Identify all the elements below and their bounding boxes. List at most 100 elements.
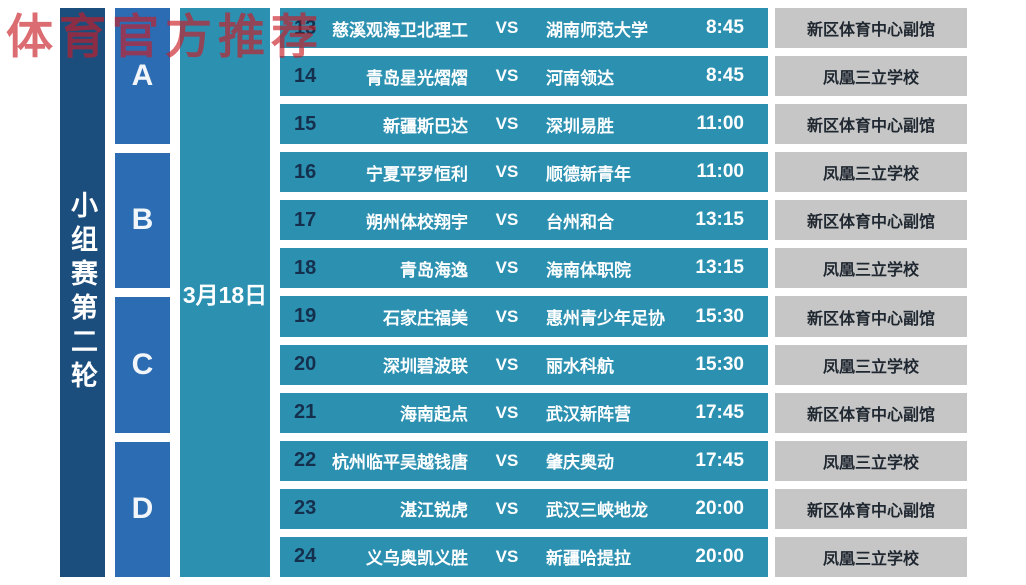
away-team: 湖南师范大学: [546, 20, 648, 40]
match-row: 24 义乌奥凯义胜 VS 新疆哈提拉 20:00: [280, 536, 768, 577]
match-number: 17: [294, 208, 317, 231]
group-cell-d: D: [115, 441, 170, 577]
group-cell-c: C: [115, 297, 170, 433]
home-team: 义乌奥凯义胜: [366, 549, 468, 569]
match-row: 13 慈溪观海卫北理工 VS 湖南师范大学 8:45: [280, 8, 768, 49]
vs-label: VS: [495, 402, 519, 422]
vs-label: VS: [495, 162, 519, 182]
group-label: A: [131, 58, 154, 92]
venue-label: 新区体育中心副馆: [806, 406, 935, 424]
home-team: 深圳碧波联: [383, 357, 468, 377]
home-team: 慈溪观海卫北理工: [332, 20, 468, 40]
venue-cell: 凤凰三立学校: [775, 152, 967, 193]
away-team: 河南领达: [546, 68, 614, 88]
venue-cell: 新区体育中心副馆: [775, 200, 967, 241]
group-label: B: [131, 203, 154, 237]
away-team: 武汉三峡地龙: [546, 501, 648, 521]
venue-label: 凤凰三立学校: [822, 358, 919, 376]
vs-label: VS: [495, 114, 519, 134]
match-time: 8:45: [705, 17, 744, 39]
venue-cell: 新区体育中心副馆: [775, 296, 967, 337]
match-number: 21: [294, 401, 317, 424]
away-team: 深圳易胜: [546, 116, 614, 136]
vs-label: VS: [495, 354, 519, 374]
match-number: 23: [294, 497, 317, 520]
match-row: 19 石家庄福美 VS 惠州青少年足协 15:30: [280, 296, 768, 337]
match-row: 17 朔州体校翔宇 VS 台州和合 13:15: [280, 200, 768, 241]
venue-cell: 新区体育中心副馆: [775, 104, 967, 145]
match-row: 21 海南起点 VS 武汉新阵营 17:45: [280, 392, 768, 433]
match-number: 16: [294, 160, 317, 183]
group-label: C: [131, 347, 154, 381]
venue-cell: 凤凰三立学校: [775, 56, 967, 97]
match-time: 13:15: [695, 209, 744, 231]
vs-label: VS: [495, 498, 519, 518]
vs-label: VS: [495, 18, 519, 38]
vs-label: VS: [495, 258, 519, 278]
away-team: 武汉新阵营: [546, 405, 631, 425]
date-label: 3月18日: [182, 281, 268, 308]
venue-label: 新区体育中心副馆: [806, 22, 935, 40]
match-number: 24: [294, 545, 317, 568]
match-time: 20:00: [695, 545, 744, 567]
match-row: 18 青岛海逸 VS 海南体职院 13:15: [280, 248, 768, 289]
venue-cell: 新区体育中心副馆: [775, 392, 967, 433]
venue-label: 凤凰三立学校: [822, 262, 919, 280]
vs-label: VS: [495, 450, 519, 470]
match-number: 13: [294, 16, 317, 39]
home-team: 湛江锐虎: [400, 501, 468, 521]
date-column: 3月18日: [180, 8, 270, 577]
match-number: 18: [294, 256, 317, 279]
match-number: 19: [294, 305, 317, 328]
match-time: 8:45: [705, 65, 744, 87]
venue-label: 凤凰三立学校: [822, 166, 919, 184]
match-number: 22: [294, 449, 317, 472]
match-time: 17:45: [695, 449, 744, 471]
venue-column: 新区体育中心副馆 凤凰三立学校 新区体育中心副馆 凤凰三立学校 新区体育中心副馆…: [775, 8, 967, 577]
venue-cell: 凤凰三立学校: [775, 248, 967, 289]
group-cell-b: B: [115, 152, 170, 288]
venue-label: 新区体育中心副馆: [806, 118, 935, 136]
venue-label: 凤凰三立学校: [822, 454, 919, 472]
venue-label: 新区体育中心副馆: [806, 310, 935, 328]
round-sidebar: 小组赛第二轮: [60, 8, 105, 577]
venue-label: 新区体育中心副馆: [806, 502, 935, 520]
match-time: 13:15: [695, 257, 744, 279]
match-row: 14 青岛星光熠熠 VS 河南领达 8:45: [280, 56, 768, 97]
match-row: 20 深圳碧波联 VS 丽水科航 15:30: [280, 344, 768, 385]
group-column: A B C D: [115, 8, 170, 577]
away-team: 台州和合: [546, 212, 614, 232]
away-team: 新疆哈提拉: [546, 549, 631, 569]
venue-cell: 新区体育中心副馆: [775, 488, 967, 529]
venue-cell: 凤凰三立学校: [775, 344, 967, 385]
match-time: 11:00: [696, 161, 744, 183]
match-list: 13 慈溪观海卫北理工 VS 湖南师范大学 8:45 14 青岛星光熠熠 VS …: [280, 8, 768, 577]
away-team: 丽水科航: [546, 357, 614, 377]
away-team: 顺德新青年: [546, 164, 631, 184]
venue-label: 凤凰三立学校: [822, 70, 919, 88]
home-team: 青岛星光熠熠: [366, 68, 468, 88]
match-number: 20: [294, 353, 317, 376]
vs-label: VS: [495, 306, 519, 326]
venue-label: 新区体育中心副馆: [806, 214, 935, 232]
match-time: 15:30: [695, 305, 744, 327]
home-team: 宁夏平罗恒利: [366, 164, 468, 184]
group-cell-a: A: [115, 8, 170, 144]
match-row: 22 杭州临平吴越钱唐 VS 肇庆奥动 17:45: [280, 440, 768, 481]
match-time: 11:00: [696, 113, 744, 135]
match-number: 14: [294, 64, 317, 87]
vs-label: VS: [495, 210, 519, 230]
vs-label: VS: [495, 66, 519, 86]
match-number: 15: [294, 112, 317, 135]
home-team: 杭州临平吴越钱唐: [332, 453, 468, 473]
match-time: 20:00: [695, 497, 744, 519]
home-team: 新疆斯巴达: [383, 116, 468, 136]
vs-label: VS: [495, 546, 519, 566]
home-team: 石家庄福美: [383, 309, 468, 329]
match-row: 23 湛江锐虎 VS 武汉三峡地龙 20:00: [280, 488, 768, 529]
round-title: 小组赛第二轮: [67, 190, 97, 395]
away-team: 海南体职院: [546, 260, 631, 280]
venue-cell: 凤凰三立学校: [775, 440, 967, 481]
match-row: 16 宁夏平罗恒利 VS 顺德新青年 11:00: [280, 152, 768, 193]
